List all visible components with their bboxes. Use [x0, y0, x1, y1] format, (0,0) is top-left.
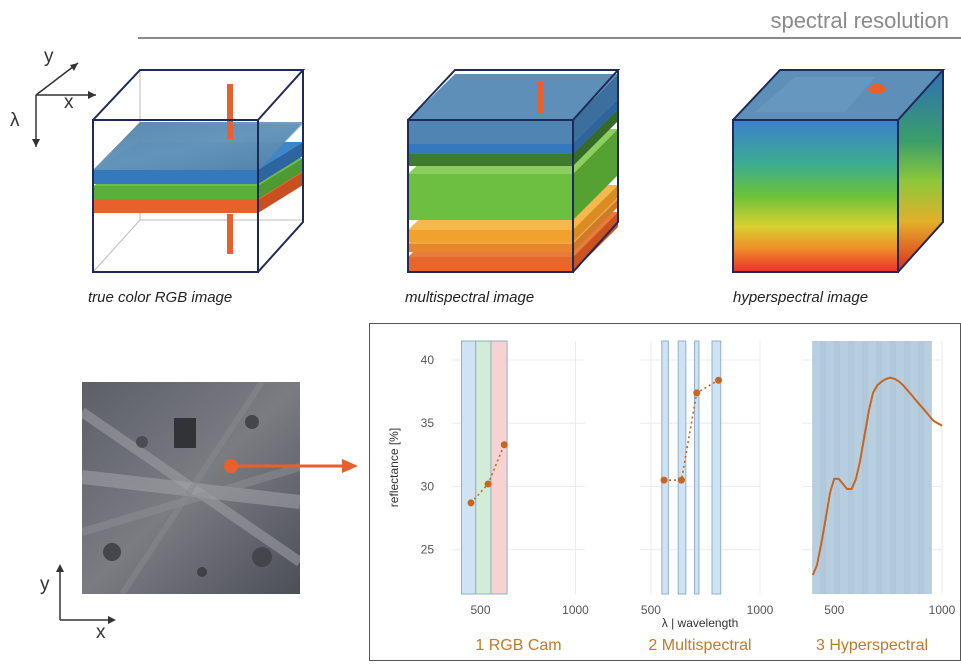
xyz-axes-icon [32, 62, 96, 147]
image-axes-icon [56, 564, 116, 624]
arrow-head-icon [342, 459, 358, 473]
pixel-arrow [224, 459, 358, 473]
x-tick-label: 500 [470, 603, 490, 617]
x-tick-label: 500 [641, 603, 661, 617]
spectral-band [694, 340, 700, 595]
data-point [677, 476, 685, 484]
x-tick-label: 1000 [747, 603, 774, 617]
title-rule [138, 37, 961, 39]
panel-label: 2 Multispectral [648, 637, 751, 654]
reflectance-panel: reflectance [%] 25 30 35 40 500 1000 1 RGB Cam 5… [369, 323, 961, 661]
data-point [660, 476, 668, 484]
series-line [664, 379, 719, 481]
grayscale-image [82, 382, 300, 594]
y-axis-label: reflectance [%] [387, 428, 401, 507]
y-tick-label: 30 [421, 479, 435, 493]
rgb-cube [92, 69, 306, 273]
data-point [500, 441, 508, 449]
cube-caption-rgb: true color RGB image [88, 289, 233, 306]
page-title: spectral resolution [770, 8, 949, 33]
cube-caption-hyperspectral: hyperspectral image [733, 289, 869, 306]
y-tick-label: 35 [421, 416, 435, 430]
panel-label: 1 RGB Cam [475, 637, 561, 654]
y-tick-label: 25 [421, 543, 435, 557]
x-axis-label: λ | wavelength [662, 616, 739, 630]
axis-y-label: y [44, 46, 54, 67]
axis-x-label: x [64, 92, 74, 113]
x-tick-label: 1000 [562, 603, 589, 617]
y-tick-label: 40 [421, 353, 435, 367]
data-point [484, 480, 492, 488]
data-point [715, 376, 723, 384]
spectral-band [661, 340, 669, 595]
reflectance-chart: reflectance [%] 25 30 35 40 500 1000 1 RGB Cam 5… [387, 340, 956, 654]
data-point [467, 499, 475, 507]
hyperspectral-cube [732, 69, 946, 273]
image-axis-y-label: y [40, 574, 50, 595]
image-axis-x-label: x [96, 622, 106, 643]
axis-lambda-label: λ [10, 110, 20, 131]
spectral-band [475, 340, 492, 595]
series-line [811, 376, 943, 576]
data-point [693, 389, 701, 397]
x-tick-label: 500 [824, 603, 844, 617]
panel-label: 3 Hyperspectral [816, 637, 928, 654]
spectral-band [677, 340, 687, 595]
spectral-band [490, 340, 508, 595]
cube-caption-multispectral: multispectral image [405, 289, 535, 306]
spectral-band [711, 340, 722, 595]
x-tick-label: 1000 [929, 603, 956, 617]
spectral-band [461, 340, 477, 595]
multispectral-cube [407, 69, 621, 273]
